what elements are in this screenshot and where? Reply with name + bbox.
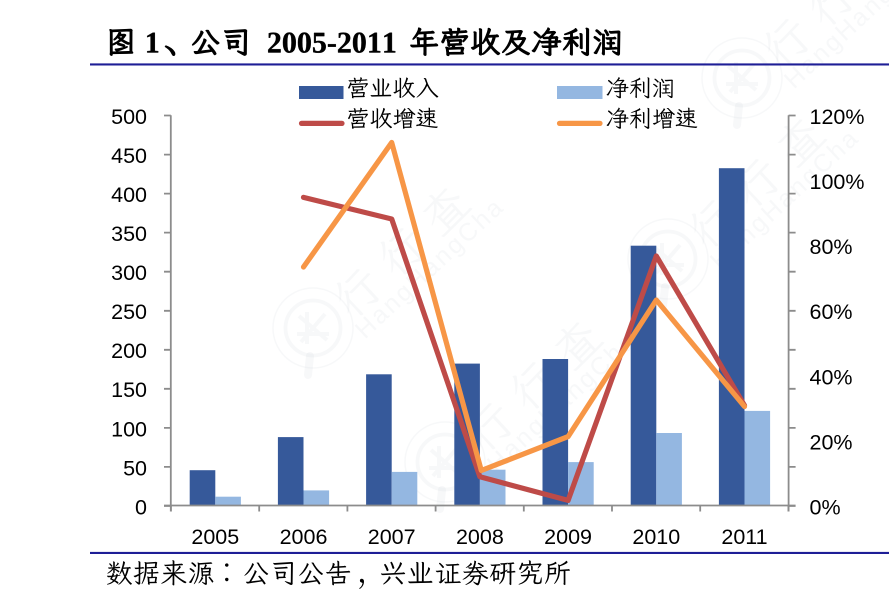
svg-text:250: 250 — [111, 300, 147, 324]
svg-text:500: 500 — [111, 105, 147, 129]
svg-text:80%: 80% — [810, 235, 853, 259]
svg-text:2008: 2008 — [456, 525, 504, 549]
svg-text:400: 400 — [111, 183, 147, 207]
svg-text:200: 200 — [111, 339, 147, 363]
svg-text:2009: 2009 — [544, 525, 592, 549]
svg-text:50: 50 — [123, 456, 147, 480]
svg-text:0: 0 — [135, 495, 147, 519]
svg-text:300: 300 — [111, 261, 147, 285]
svg-text:0%: 0% — [810, 496, 841, 520]
svg-text:350: 350 — [111, 222, 147, 246]
svg-text:120%: 120% — [810, 105, 865, 129]
svg-text:450: 450 — [111, 144, 147, 168]
svg-text:2011: 2011 — [721, 525, 767, 549]
svg-text:2007: 2007 — [368, 525, 416, 549]
svg-text:100: 100 — [111, 417, 147, 441]
svg-text:150: 150 — [111, 378, 147, 402]
svg-text:100%: 100% — [810, 170, 865, 194]
svg-text:2005: 2005 — [191, 525, 239, 549]
svg-text:2006: 2006 — [280, 525, 328, 549]
svg-text:2010: 2010 — [632, 525, 680, 549]
svg-text:20%: 20% — [810, 430, 853, 454]
svg-text:40%: 40% — [810, 365, 853, 389]
svg-text:60%: 60% — [810, 300, 853, 324]
